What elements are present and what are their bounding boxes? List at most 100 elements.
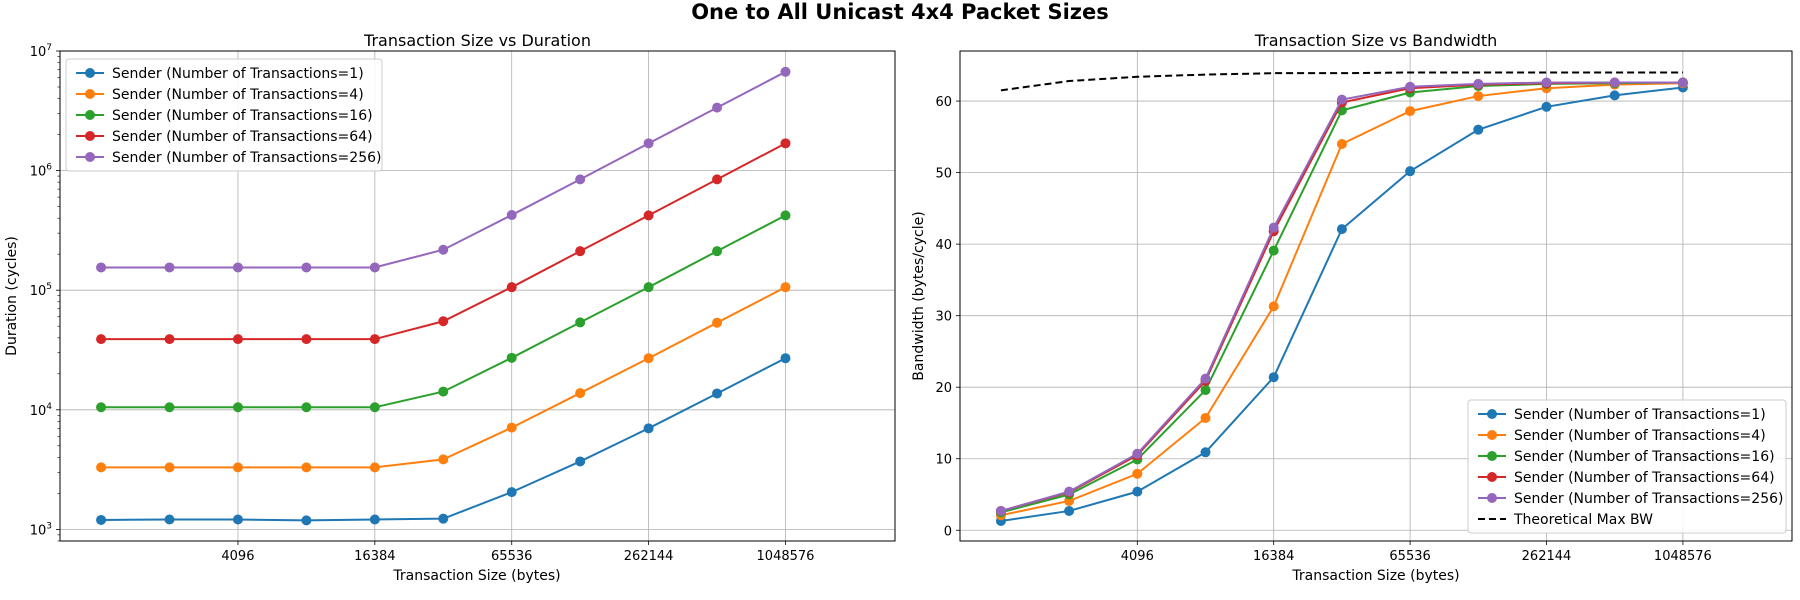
y-tick-label: 20 <box>935 381 952 396</box>
legend-label: Sender (Number of Transactions=256) <box>1514 491 1783 507</box>
y-tick-label: 107 <box>30 43 52 60</box>
legend-swatch-marker <box>1487 409 1497 419</box>
y-tick-label: 105 <box>30 282 52 299</box>
x-tick-label: 262144 <box>1522 549 1572 564</box>
data-point <box>506 282 517 293</box>
y-tick-label: 10 <box>935 453 952 468</box>
data-point <box>712 174 723 185</box>
data-point <box>1609 90 1620 101</box>
series-3 <box>96 138 791 345</box>
data-point <box>232 462 243 473</box>
data-point <box>1200 373 1211 384</box>
data-point <box>1609 77 1620 88</box>
legend-label: Sender (Number of Transactions=1) <box>112 66 364 82</box>
data-point <box>1541 77 1552 88</box>
data-point <box>506 422 517 433</box>
data-point <box>780 353 791 364</box>
y-tick-label: 0 <box>944 524 952 539</box>
data-point <box>369 334 380 345</box>
data-point <box>780 66 791 77</box>
y-tick-label: 30 <box>935 310 952 325</box>
series-line <box>101 214 786 409</box>
data-point <box>164 514 175 525</box>
data-point <box>1268 222 1279 233</box>
data-point <box>96 462 107 473</box>
data-point <box>438 513 449 524</box>
x-tick-label: 65536 <box>491 549 532 564</box>
data-point <box>1268 301 1279 312</box>
data-point <box>164 262 175 273</box>
y-tick-label: 50 <box>935 167 952 182</box>
data-point <box>96 334 107 345</box>
legend-label: Sender (Number of Transactions=256) <box>112 150 381 166</box>
legend-swatch-marker <box>1487 493 1497 503</box>
data-point <box>1405 106 1416 117</box>
x-axis-label: Transaction Size (bytes) <box>1291 568 1459 584</box>
data-point <box>1541 101 1552 112</box>
legend-label: Theoretical Max BW <box>1513 512 1653 528</box>
data-point <box>575 388 586 399</box>
legend-swatch-marker <box>85 131 95 141</box>
data-point <box>1336 224 1347 235</box>
data-point <box>438 316 449 327</box>
data-point <box>232 402 243 413</box>
data-point <box>301 515 312 526</box>
legend-label: Sender (Number of Transactions=64) <box>1514 470 1775 486</box>
data-point <box>1473 91 1484 102</box>
duration-panel: 4096 16384 65536 262144 1048576 103 104 105 106 1… <box>4 31 896 584</box>
data-point <box>506 487 517 498</box>
data-point <box>1405 166 1416 177</box>
chart-title: Transaction Size vs Duration <box>363 31 591 50</box>
axes-frame <box>59 50 896 542</box>
legend-label: Sender (Number of Transactions=4) <box>1514 428 1766 444</box>
data-point <box>164 462 175 473</box>
y-tick-label: 40 <box>935 238 952 253</box>
legend-label: Sender (Number of Transactions=64) <box>112 129 373 145</box>
data-point <box>712 102 723 113</box>
data-point <box>780 210 791 221</box>
x-axis-label: Transaction Size (bytes) <box>392 568 560 584</box>
y-tick-label: 106 <box>30 163 53 180</box>
data-point <box>369 462 380 473</box>
y-axis-label: Duration (cycles) <box>4 236 20 356</box>
data-point <box>1473 78 1484 89</box>
x-tick-label: 262144 <box>624 549 674 564</box>
data-point <box>643 423 654 434</box>
x-tick-label: 4096 <box>1121 549 1154 564</box>
series-line <box>101 286 786 469</box>
data-point <box>575 317 586 328</box>
x-tick-label: 16384 <box>1253 549 1294 564</box>
data-point <box>1268 245 1279 256</box>
y-tick-label: 60 <box>935 95 952 110</box>
legend-swatch-marker <box>85 110 95 120</box>
data-point <box>232 514 243 525</box>
data-point <box>438 244 449 255</box>
figure-title: One to All Unicast 4x4 Packet Sizes <box>691 0 1109 24</box>
data-point <box>232 262 243 273</box>
data-point <box>506 352 517 363</box>
data-point <box>1200 385 1211 396</box>
data-point <box>1132 486 1143 497</box>
legend-label: Sender (Number of Transactions=1) <box>1514 407 1766 423</box>
data-point <box>438 454 449 465</box>
data-point <box>575 174 586 185</box>
data-point <box>1677 77 1688 88</box>
series-1 <box>96 282 791 473</box>
data-point <box>301 334 312 345</box>
data-point <box>369 514 380 525</box>
x-tick-label: 1048576 <box>1654 549 1712 564</box>
legend: Sender (Number of Transactions=1) Sender … <box>1467 399 1787 534</box>
legend-label: Sender (Number of Transactions=4) <box>112 87 364 103</box>
data-point <box>643 210 654 221</box>
legend-label: Sender (Number of Transactions=16) <box>112 108 373 124</box>
bandwidth-panel: 4096 16384 65536 262144 1048576 0 10 20 30 40 50 60… <box>911 31 1793 584</box>
data-point <box>712 317 723 328</box>
legend: Sender (Number of Transactions=1) Sender … <box>65 58 383 172</box>
y-tick-label: 103 <box>30 521 52 538</box>
series-4 <box>96 66 791 273</box>
data-point <box>575 246 586 257</box>
data-point <box>780 138 791 149</box>
data-point <box>1200 412 1211 423</box>
data-point <box>232 334 243 345</box>
